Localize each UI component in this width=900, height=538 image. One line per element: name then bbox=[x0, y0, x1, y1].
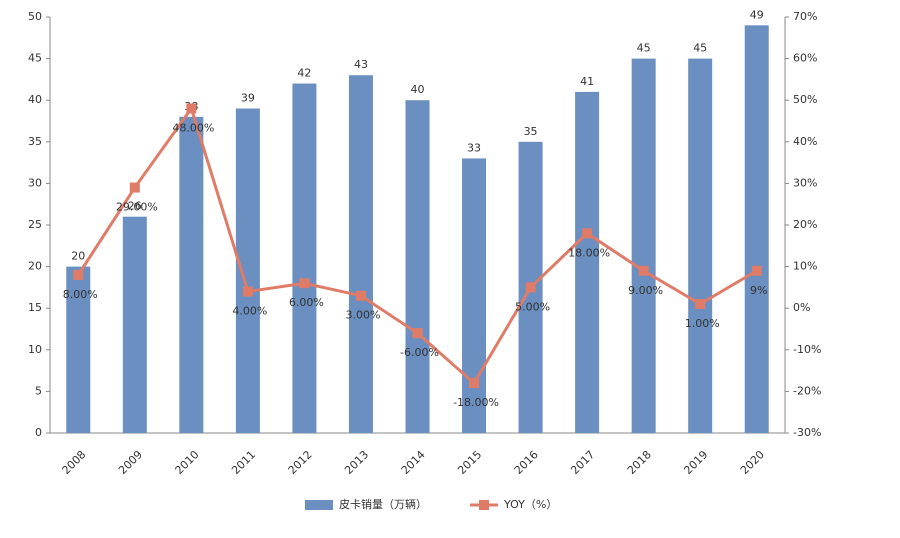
line-value-label: -6.00% bbox=[400, 346, 439, 359]
x-tick-label: 2009 bbox=[116, 448, 145, 477]
line-marker bbox=[73, 269, 84, 280]
line-marker bbox=[469, 378, 480, 389]
bar-value-label: 40 bbox=[411, 83, 425, 96]
legend-swatch bbox=[305, 500, 333, 510]
bar bbox=[575, 91, 600, 433]
line-value-label: 48.00% bbox=[172, 122, 214, 135]
y-tick-label: 0 bbox=[35, 426, 42, 439]
y2-tick-label: -20% bbox=[793, 384, 821, 397]
x-tick-label: 2020 bbox=[738, 448, 767, 477]
y2-tick-label: -10% bbox=[793, 343, 821, 356]
y2-tick-label: 50% bbox=[793, 93, 817, 106]
y2-tick-label: 30% bbox=[793, 176, 817, 189]
x-tick-label: 2017 bbox=[568, 448, 597, 477]
line-value-label: 9.00% bbox=[628, 284, 663, 297]
legend-label: 皮卡销量（万辆） bbox=[339, 497, 427, 511]
y-tick-label: 25 bbox=[28, 218, 42, 231]
bar bbox=[66, 266, 91, 433]
line-value-label: -18.00% bbox=[453, 396, 499, 409]
bar bbox=[631, 58, 656, 433]
y2-tick-label: -30% bbox=[793, 426, 821, 439]
line-value-label: 18.00% bbox=[568, 246, 610, 259]
line-marker bbox=[242, 286, 253, 297]
line-value-label: 1.00% bbox=[685, 317, 720, 330]
line-value-label: 29.00% bbox=[116, 201, 158, 214]
line-marker bbox=[412, 328, 423, 339]
legend-swatch bbox=[479, 500, 489, 510]
bar bbox=[292, 83, 317, 433]
y-tick-label: 40 bbox=[28, 93, 42, 106]
line-marker bbox=[355, 290, 366, 301]
bar bbox=[348, 75, 373, 434]
y-tick-label: 15 bbox=[28, 301, 42, 314]
bar-value-label: 45 bbox=[693, 42, 707, 55]
y-tick-label: 30 bbox=[28, 176, 42, 189]
bar-value-label: 45 bbox=[637, 42, 651, 55]
legend-label: YOY（%） bbox=[503, 498, 557, 511]
line-value-label: 6.00% bbox=[289, 296, 324, 309]
y2-tick-label: 40% bbox=[793, 135, 817, 148]
line-marker bbox=[695, 299, 706, 310]
line-value-label: 9% bbox=[750, 284, 767, 297]
bar-value-label: 39 bbox=[241, 92, 255, 105]
y2-tick-label: 0% bbox=[793, 301, 810, 314]
x-tick-label: 2008 bbox=[60, 448, 89, 477]
x-tick-label: 2019 bbox=[681, 448, 710, 477]
line-marker bbox=[186, 103, 197, 114]
x-tick-label: 2018 bbox=[625, 448, 654, 477]
bar-value-label: 33 bbox=[467, 141, 481, 154]
line-marker bbox=[525, 282, 536, 293]
y2-tick-label: 10% bbox=[793, 260, 817, 273]
bar-value-label: 43 bbox=[354, 58, 368, 71]
y-tick-label: 10 bbox=[28, 343, 42, 356]
bar bbox=[235, 108, 260, 434]
line-marker bbox=[582, 228, 593, 239]
bar-value-label: 41 bbox=[580, 75, 594, 88]
bar-value-label: 26 bbox=[128, 200, 142, 213]
bar bbox=[179, 116, 204, 433]
x-tick-label: 2010 bbox=[173, 448, 202, 477]
bar bbox=[405, 100, 430, 433]
y-tick-label: 5 bbox=[35, 384, 42, 397]
y2-tick-label: 20% bbox=[793, 218, 817, 231]
line-marker bbox=[638, 265, 649, 276]
x-tick-label: 2011 bbox=[229, 448, 258, 477]
x-tick-label: 2012 bbox=[286, 448, 315, 477]
line-marker bbox=[299, 278, 310, 289]
x-tick-label: 2016 bbox=[512, 448, 541, 477]
y-tick-label: 35 bbox=[28, 135, 42, 148]
x-tick-label: 2015 bbox=[455, 448, 484, 477]
y-tick-label: 20 bbox=[28, 260, 42, 273]
line-value-label: 5.00% bbox=[515, 300, 550, 313]
bar bbox=[122, 216, 147, 433]
y2-tick-label: 60% bbox=[793, 52, 817, 65]
bar bbox=[688, 58, 713, 433]
bar bbox=[462, 158, 487, 433]
y-tick-label: 45 bbox=[28, 52, 42, 65]
x-tick-label: 2013 bbox=[342, 448, 371, 477]
line-value-label: 3.00% bbox=[345, 309, 380, 322]
line-marker bbox=[751, 265, 762, 276]
bar bbox=[744, 25, 769, 433]
bar-value-label: 20 bbox=[71, 250, 85, 263]
bar-value-label: 42 bbox=[297, 67, 311, 80]
bar-value-label: 35 bbox=[524, 125, 538, 138]
bar-value-label: 49 bbox=[750, 8, 764, 21]
line-value-label: 8.00% bbox=[63, 288, 98, 301]
y-tick-label: 50 bbox=[28, 10, 42, 23]
line-value-label: 4.00% bbox=[232, 305, 267, 318]
y2-tick-label: 70% bbox=[793, 10, 817, 23]
line-marker bbox=[129, 182, 140, 193]
x-tick-label: 2014 bbox=[399, 448, 428, 477]
